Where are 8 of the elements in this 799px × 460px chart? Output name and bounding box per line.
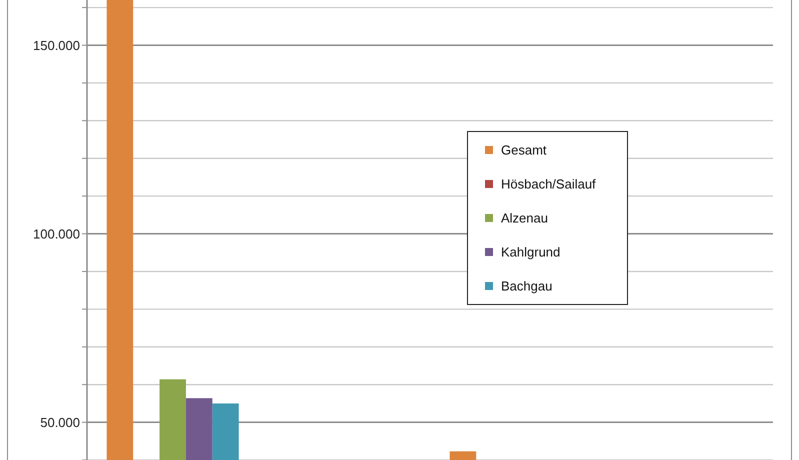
y-tick-label: 100.000 [33, 226, 80, 242]
legend-label: Alzenau [501, 210, 548, 226]
y-tick-label: 50.000 [40, 414, 80, 430]
legend-label: Gesamt [501, 142, 547, 158]
legend-label: Kahlgrund [501, 244, 560, 260]
legend-label: Bachgau [501, 278, 552, 294]
y-tick-label: 150.000 [33, 38, 80, 53]
legend-label: Hösbach/Sailauf [501, 176, 596, 192]
